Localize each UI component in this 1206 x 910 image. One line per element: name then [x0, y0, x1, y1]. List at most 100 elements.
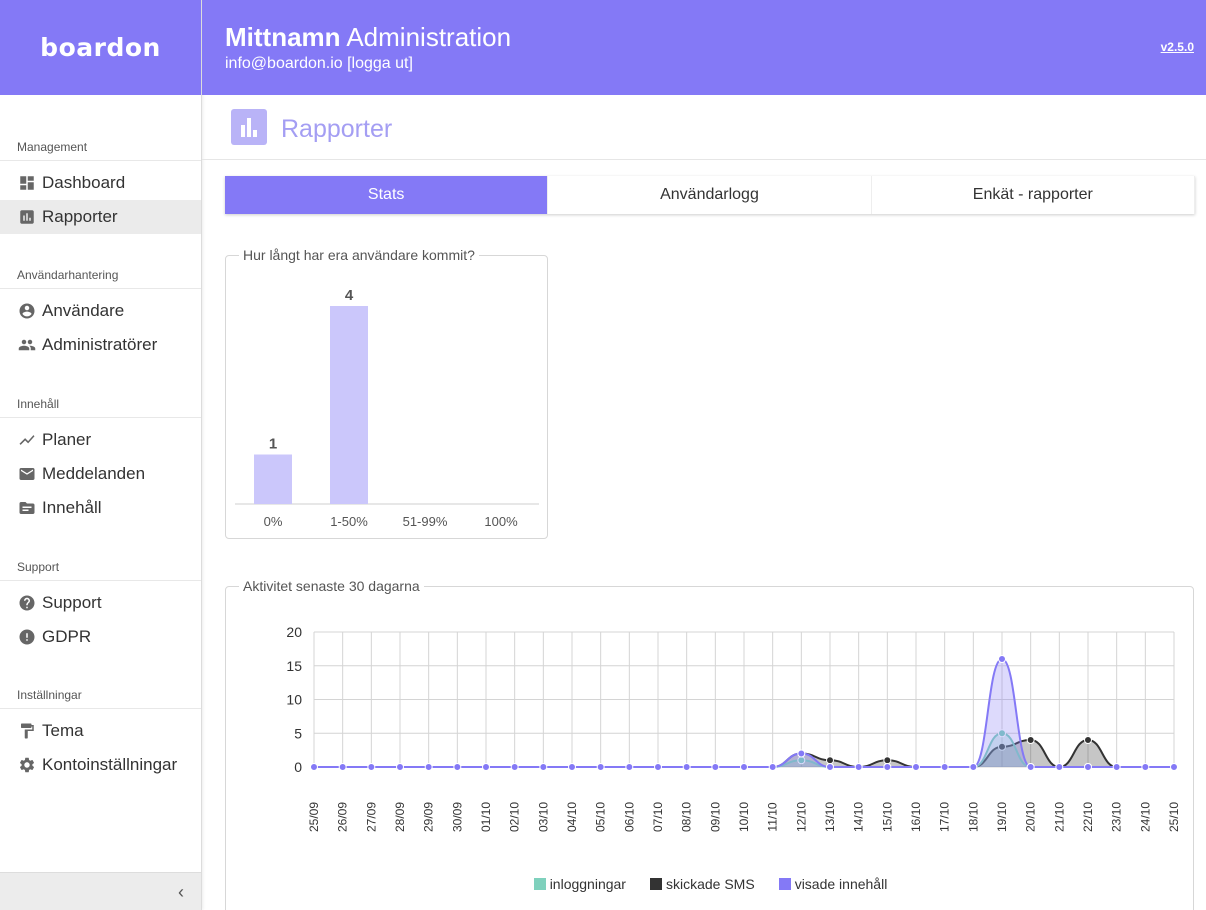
legend-item-skickade-sms[interactable]: skickade SMS — [649, 876, 755, 892]
x-tick-label: 25/09 — [307, 802, 321, 832]
x-tick-label: 14/10 — [852, 802, 866, 832]
category-label: 0% — [264, 514, 283, 529]
nav-group-support: Support Support GDPR — [0, 557, 201, 654]
sidebar-item-label: Rapporter — [42, 207, 118, 226]
sidebar-item-administratorer[interactable]: Administratörer — [0, 328, 201, 362]
nav-group-management: Management Dashboard Rapporter — [0, 137, 201, 234]
data-point — [568, 763, 576, 771]
data-point — [654, 763, 662, 771]
version-link[interactable]: v2.5.0 — [1160, 40, 1194, 54]
data-point — [1026, 763, 1035, 771]
page-title: Rapporter — [281, 115, 393, 143]
legend-label: visade innehåll — [794, 876, 888, 892]
nav-heading: Support — [0, 557, 201, 581]
data-point — [367, 763, 376, 771]
data-point — [682, 763, 691, 771]
sidebar: boardon Management Dashboard Rapporter A… — [0, 0, 202, 910]
data-point — [711, 763, 720, 771]
sidebar-item-label: Planer — [42, 430, 92, 449]
category-label: 100% — [484, 514, 518, 529]
sidebar-item-label: Dashboard — [42, 173, 126, 192]
y-tick-label: 15 — [286, 658, 302, 674]
sidebar-item-kontoinstallningar[interactable]: Kontoinställningar — [0, 748, 201, 782]
user-email-logout[interactable]: info@boardon.io [logga ut] — [225, 55, 413, 72]
report-tabs: Stats Användarlogg Enkät - rapporter — [225, 176, 1195, 214]
x-tick-label: 03/10 — [536, 802, 550, 832]
collapse-sidebar-icon[interactable]: ‹ — [178, 882, 184, 902]
x-tick-label: 13/10 — [823, 802, 837, 832]
data-point — [768, 763, 777, 771]
sidebar-item-label: Innehåll — [42, 498, 102, 517]
nav-group-innehall: Innehåll Planer Meddelanden Innehåll — [0, 394, 201, 525]
activity-chart-title: Aktivitet senaste 30 dagarna — [239, 578, 424, 594]
x-tick-label: 01/10 — [479, 802, 493, 832]
legend-item-visade-innehall[interactable]: visade innehåll — [778, 876, 888, 892]
series-area — [314, 659, 1174, 767]
legend-label: skickade SMS — [665, 876, 755, 892]
x-tick-label: 08/10 — [680, 802, 694, 832]
data-point — [338, 763, 347, 771]
sidebar-item-label: GDPR — [42, 627, 92, 646]
progress-chart-panel: Hur långt har era användare kommit? 1 0% 4… — [225, 247, 548, 539]
data-point — [883, 756, 892, 765]
x-tick-label: 19/10 — [995, 802, 1009, 832]
tab-anvandarlogg[interactable]: Användarlogg — [548, 176, 872, 214]
x-tick-label: 23/10 — [1110, 802, 1124, 832]
x-tick-label: 26/09 — [336, 802, 350, 832]
data-point — [940, 763, 949, 771]
alert-icon — [18, 628, 36, 646]
sidebar-item-planer[interactable]: Planer — [0, 423, 201, 457]
data-point — [998, 729, 1006, 738]
data-point — [1026, 736, 1035, 744]
progress-bar-chart: 1 0% 4 1-50% 51-99% 100% — [235, 287, 539, 529]
bar — [254, 454, 292, 504]
brand-logo[interactable]: boardon — [40, 33, 161, 62]
data-point — [596, 763, 605, 771]
tab-enkat-rapporter[interactable]: Enkät - rapporter — [872, 176, 1195, 214]
sidebar-item-tema[interactable]: Tema — [0, 714, 201, 748]
x-tick-label: 04/10 — [565, 802, 579, 832]
y-tick-label: 0 — [294, 759, 302, 775]
legend-swatch — [778, 878, 791, 890]
sidebar-item-dashboard[interactable]: Dashboard — [0, 166, 201, 200]
folder-icon — [18, 499, 36, 517]
x-tick-label: 10/10 — [737, 802, 751, 832]
paint-roller-icon — [18, 722, 36, 740]
y-tick-label: 10 — [286, 692, 302, 708]
data-point — [396, 763, 404, 771]
sidebar-item-label: Användare — [42, 301, 125, 320]
data-point — [1141, 763, 1150, 771]
gear-icon — [18, 756, 36, 774]
top-header: Mittnamn Administration info@boardon.io … — [202, 0, 1206, 95]
series-area — [314, 733, 1174, 767]
data-point — [1055, 763, 1064, 771]
tab-stats[interactable]: Stats — [225, 176, 549, 214]
sidebar-item-label: Support — [42, 593, 102, 612]
sidebar-item-innehall[interactable]: Innehåll — [0, 491, 201, 525]
sidebar-item-meddelanden[interactable]: Meddelanden — [0, 457, 201, 491]
reports-icon — [231, 109, 267, 145]
legend-item-inloggningar[interactable]: inloggningar — [533, 876, 626, 892]
people-icon — [18, 336, 36, 354]
logo-area: boardon — [0, 0, 201, 95]
data-point — [1170, 763, 1178, 771]
app-title-name: Mittnamn — [225, 22, 341, 52]
data-point — [826, 756, 834, 765]
sidebar-item-rapporter[interactable]: Rapporter — [0, 200, 201, 234]
x-tick-label: 09/10 — [708, 802, 722, 832]
x-tick-label: 29/09 — [422, 802, 436, 832]
x-tick-label: 30/09 — [450, 802, 464, 832]
data-point — [740, 763, 748, 771]
sidebar-item-label: Meddelanden — [42, 464, 146, 483]
sidebar-item-gdpr[interactable]: GDPR — [0, 620, 201, 654]
activity-chart-legend: inloggningar skickade SMS visade innehål… — [226, 876, 1195, 892]
bar-value-label: 4 — [345, 287, 354, 304]
x-tick-label: 20/10 — [1024, 802, 1038, 832]
data-point — [797, 749, 806, 758]
data-point — [854, 763, 863, 771]
category-label: 51-99% — [403, 514, 448, 529]
x-tick-label: 25/10 — [1167, 802, 1181, 832]
mail-icon — [18, 465, 36, 483]
sidebar-item-support[interactable]: Support — [0, 586, 201, 620]
sidebar-item-anvandare[interactable]: Användare — [0, 294, 201, 328]
